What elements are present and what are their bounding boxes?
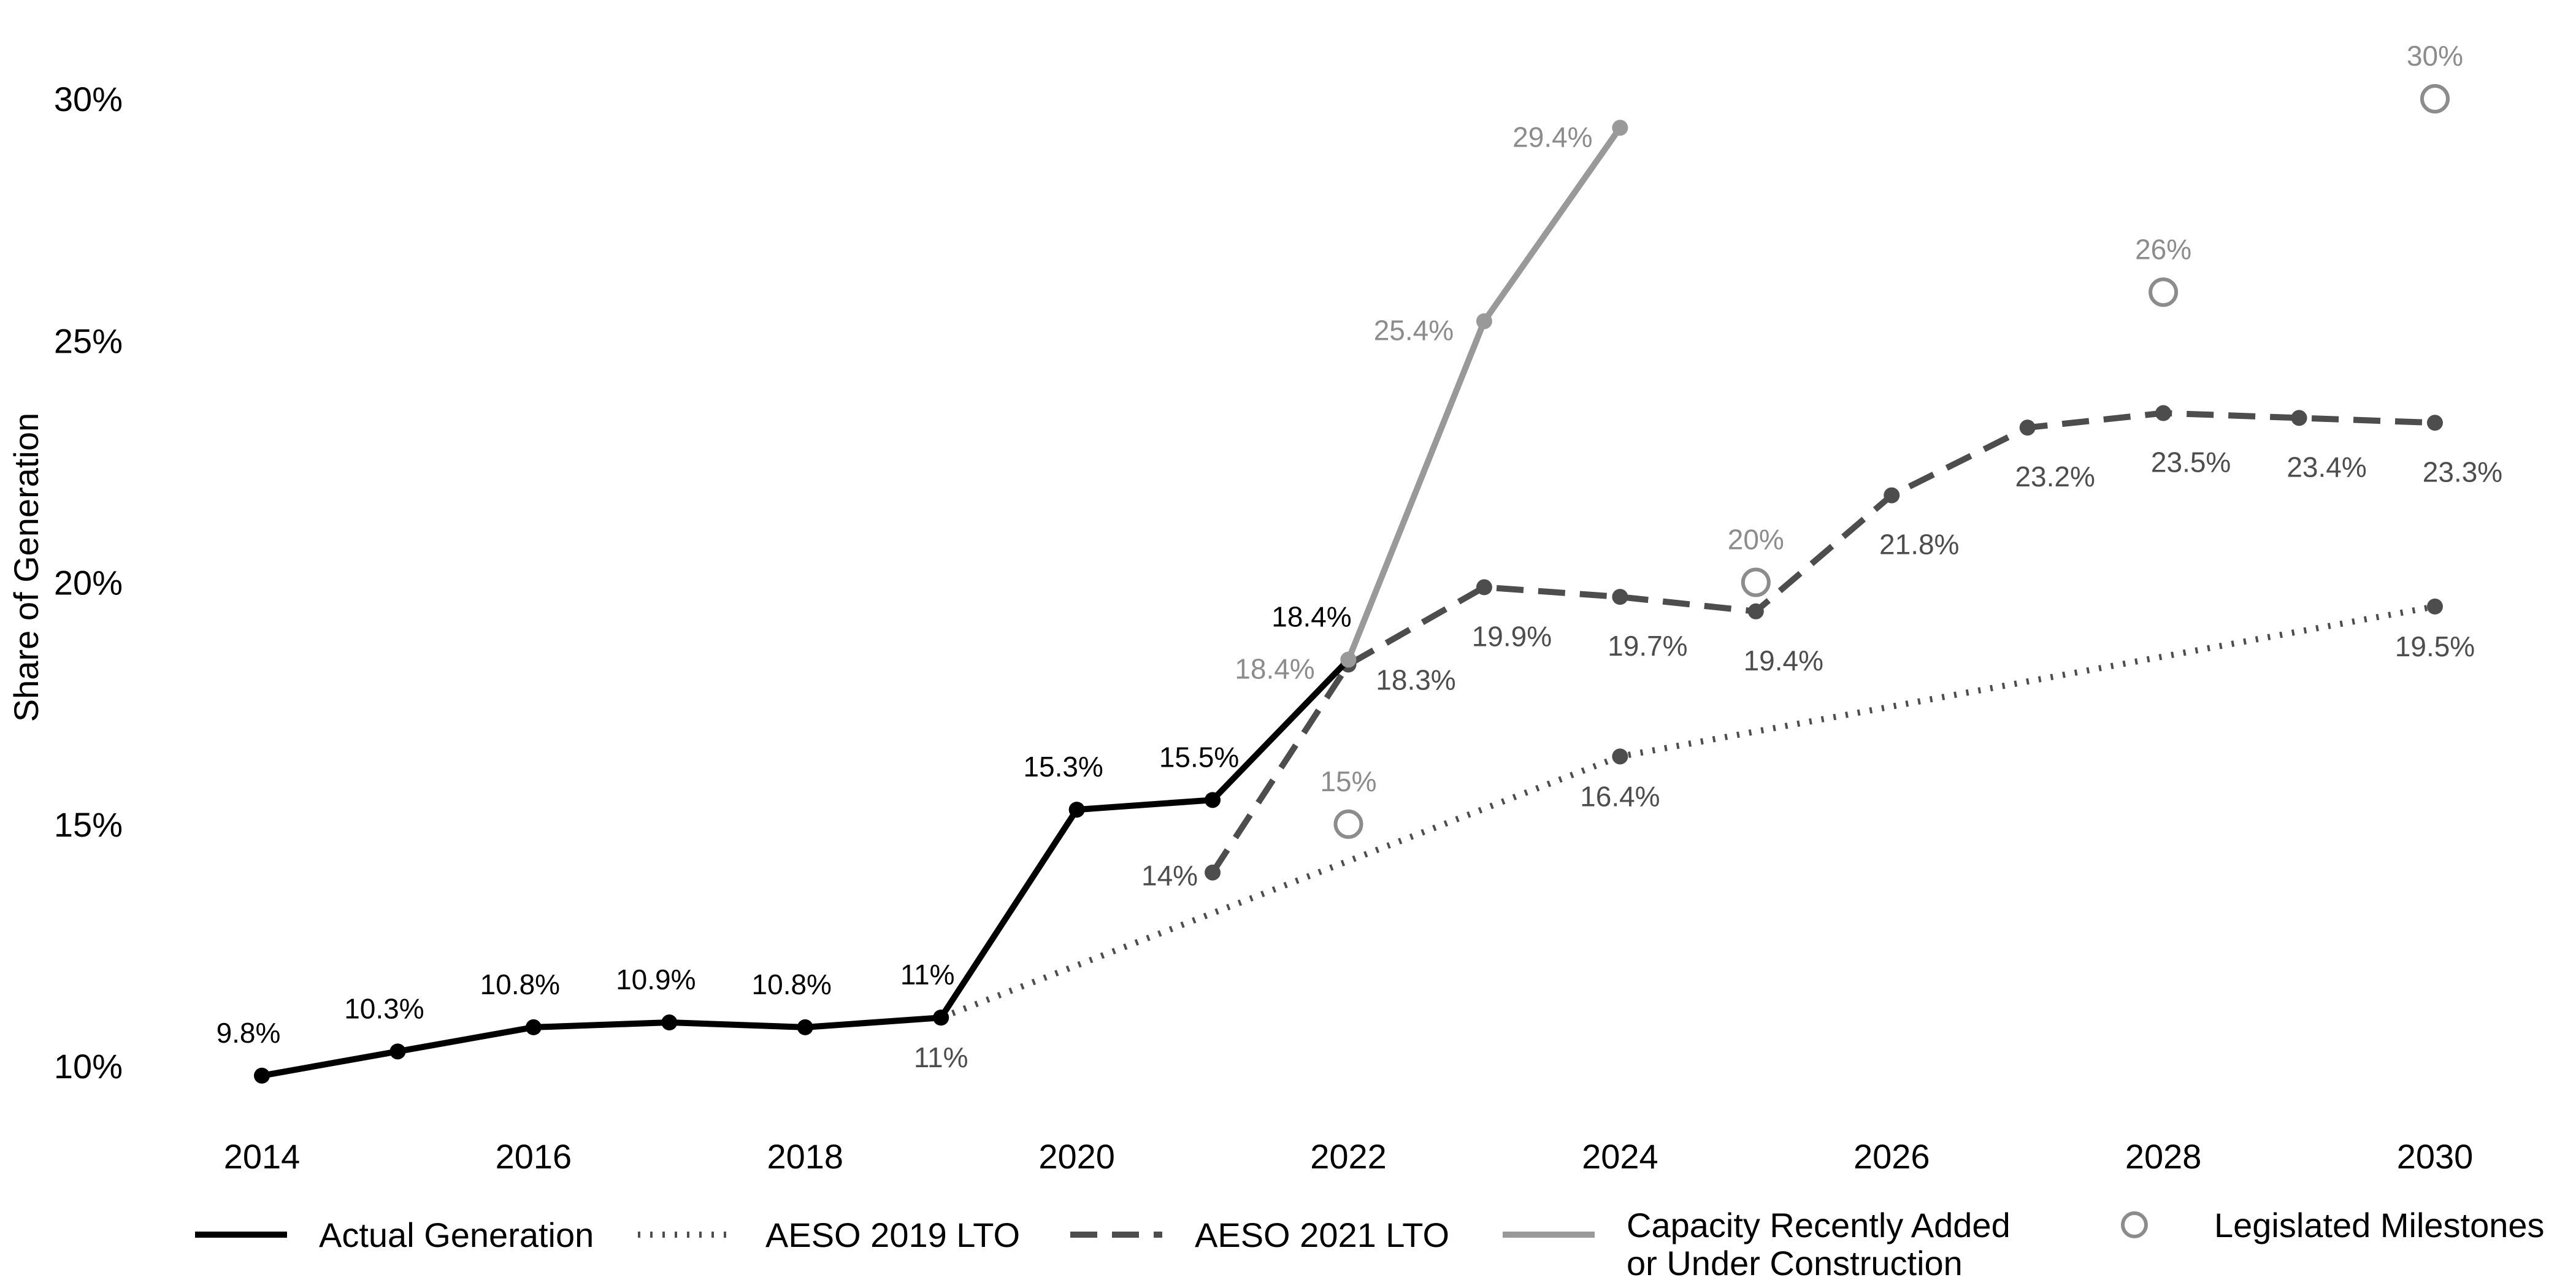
milestone-marker: [2149, 277, 2179, 307]
data-label: 18.4%: [1235, 653, 1314, 685]
y-tick-label: 20%: [54, 564, 123, 602]
data-point: [1884, 487, 1900, 504]
data-label: 16.4%: [1580, 780, 1660, 812]
series-aeso-2021-lto: 14% 18.3% 19.9% 19.7% 19.4% 21.8% 23.2% 23.5% 23…: [1141, 405, 2502, 892]
legend-item-aeso-2021-lto: AESO 2021 LTO: [1070, 1216, 1449, 1254]
legend-item-actual-generation: Actual Generation: [195, 1216, 594, 1254]
series-line: [940, 603, 2436, 1021]
legend-item-legislated-milestones: Legislated Milestones: [2121, 1206, 2545, 1244]
data-label: 23.5%: [2151, 447, 2231, 478]
data-label: 10.8%: [752, 968, 832, 1000]
data-label: 10.8%: [480, 968, 560, 1000]
data-label: 19.5%: [2395, 631, 2475, 662]
x-tick-label: 2024: [1582, 1137, 1658, 1176]
data-label: 26%: [2135, 233, 2191, 265]
data-label: 20%: [1728, 524, 1784, 556]
data-label: 15.3%: [1023, 751, 1103, 783]
data-label: 23.4%: [2287, 451, 2366, 483]
milestone-marker: [1333, 809, 1363, 839]
y-tick-label: 30%: [54, 80, 123, 118]
milestone-marker: [2420, 84, 2450, 113]
data-label: 9.8%: [217, 1017, 281, 1049]
data-point: [1205, 864, 1221, 881]
y-tick-label: 25%: [54, 321, 123, 360]
series-legislated-milestones: 15% 20% 26% 30%: [1320, 40, 2463, 839]
x-axis-ticks: 2014 2016 2018 2020 2022 2024 2026 2028 2030: [224, 1137, 2474, 1176]
data-label: 18.4%: [1271, 601, 1351, 633]
data-label: 14%: [1141, 860, 1198, 892]
data-label: 23.3%: [2423, 456, 2502, 488]
legend: Actual Generation AESO 2019 LTO AESO 2021 …: [195, 1206, 2545, 1282]
data-point: [254, 1067, 270, 1084]
data-point: [1476, 313, 1492, 329]
legend-swatch: [2121, 1211, 2148, 1238]
series-capacity-recently-added-or-under-construction: 18.4% 25.4% 29.4%: [1235, 120, 1628, 685]
data-label: 10.3%: [344, 992, 424, 1024]
data-point: [661, 1014, 678, 1031]
legend-label: Capacity Recently Added: [1627, 1206, 2011, 1244]
legend-label: Legislated Milestones: [2214, 1206, 2545, 1244]
x-tick-label: 2028: [2125, 1137, 2202, 1176]
data-point: [525, 1019, 542, 1035]
legend-label: AESO 2021 LTO: [1195, 1216, 1449, 1254]
series-line: [1209, 410, 2436, 875]
data-label: 21.8%: [1879, 529, 1959, 561]
data-point: [1340, 651, 1357, 668]
legend-label: Actual Generation: [319, 1216, 594, 1254]
data-label: 19.7%: [1608, 630, 1687, 662]
data-label: 23.2%: [2015, 461, 2095, 493]
series-actual-generation: 9.8% 10.3% 10.8% 10.9% 10.8% 11% 15.3% 15.5% 18.…: [217, 601, 1357, 1084]
data-label: 18.3%: [1376, 664, 1455, 696]
data-point: [1747, 603, 1764, 619]
x-tick-label: 2022: [1310, 1137, 1387, 1176]
data-point: [2291, 410, 2307, 426]
data-point: [2427, 415, 2443, 431]
data-label: 10.9%: [616, 964, 696, 995]
data-point: [1068, 802, 1085, 818]
data-point: [1612, 589, 1628, 605]
legend-label: AESO 2019 LTO: [765, 1216, 1020, 1254]
data-point: [2019, 420, 2036, 436]
data-point: [797, 1019, 813, 1035]
data-label: 30%: [2407, 40, 2463, 72]
data-point: [389, 1043, 406, 1060]
data-label: 29.4%: [1512, 121, 1592, 153]
data-point: [1612, 748, 1628, 765]
x-tick-label: 2026: [1853, 1137, 1930, 1176]
x-tick-label: 2014: [224, 1137, 301, 1176]
data-point: [933, 1010, 949, 1026]
data-label: 19.9%: [1472, 620, 1552, 652]
x-tick-label: 2018: [767, 1137, 843, 1176]
data-point: [1612, 120, 1628, 136]
data-point: [2427, 598, 2443, 615]
data-label: 19.4%: [1744, 645, 1823, 677]
plot-area: 11% 16.4% 19.5% 14% 18.3% 19.9% 19.7% 19.4% 21.8…: [217, 40, 2502, 1084]
y-tick-label: 15%: [54, 805, 123, 844]
x-tick-label: 2020: [1038, 1137, 1115, 1176]
data-point: [1205, 792, 1221, 808]
x-tick-label: 2030: [2397, 1137, 2474, 1176]
series-aeso-2019-lto: 11% 16.4% 19.5%: [914, 598, 2475, 1073]
y-tick-label: 10%: [54, 1047, 123, 1086]
data-label: 15.5%: [1159, 741, 1239, 773]
data-label: 15%: [1320, 765, 1376, 797]
data-label: 11%: [900, 959, 955, 991]
y-axis-label: Share of Generation: [7, 413, 45, 722]
data-label: 25.4%: [1374, 315, 1454, 347]
x-tick-label: 2016: [496, 1137, 572, 1176]
data-label: 11%: [914, 1041, 968, 1073]
milestone-marker: [1741, 567, 1771, 597]
y-axis-ticks: 10% 15% 20% 25% 30%: [54, 80, 123, 1086]
legend-item-aeso-2019-lto: AESO 2019 LTO: [638, 1216, 1020, 1254]
data-point: [2155, 405, 2172, 421]
legend-label: or Under Construction: [1627, 1244, 1963, 1282]
data-point: [1476, 579, 1492, 596]
